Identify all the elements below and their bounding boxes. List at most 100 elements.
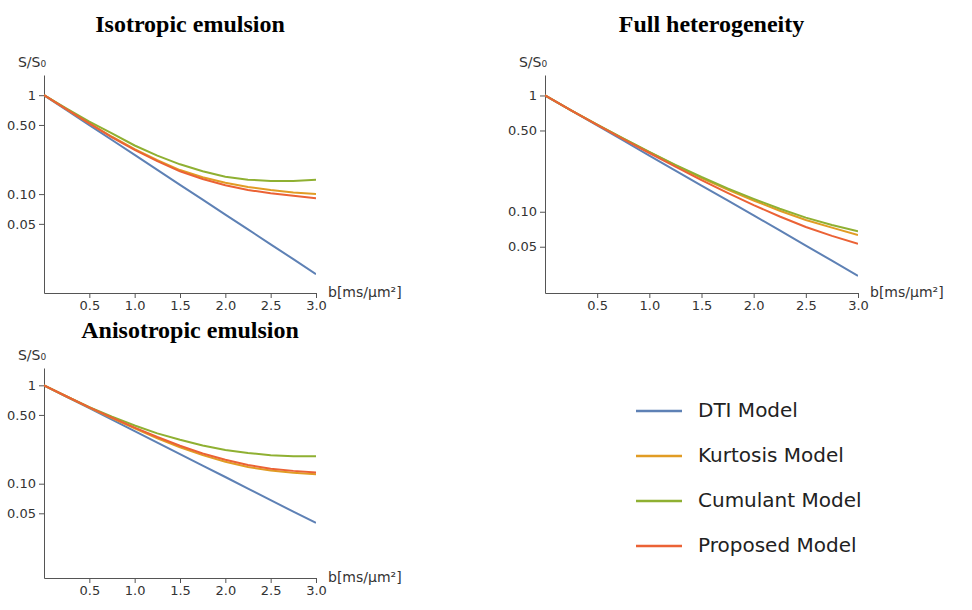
series-line [44, 95, 316, 181]
x-tick: 2.0 [744, 293, 765, 313]
y-axis-line [545, 76, 546, 294]
plot-area [545, 95, 858, 276]
x-tick-label: 1.5 [170, 583, 191, 598]
x-axis: 0.5 1.0 1.5 2.0 2.5 3.0 [45, 578, 327, 598]
legend-item: Proposed Model [636, 533, 857, 557]
y-tick-label: 0.10 [7, 476, 36, 491]
y-tick-mark [540, 212, 545, 213]
y-tick-label: 1 [28, 378, 36, 393]
y-tick-label: 1 [28, 88, 36, 103]
legend-item: Cumulant Model [636, 488, 862, 512]
x-tick: 2.5 [261, 578, 282, 598]
y-tick-mark [39, 224, 44, 225]
x-tick-label: 2.5 [261, 583, 282, 598]
panel: Anisotropic emulsion0.51.01.52.02.53.00.… [7, 317, 402, 598]
x-tick: 0.5 [79, 293, 100, 313]
y-tick: 0.50 [7, 118, 44, 133]
y-tick-mark [540, 130, 545, 131]
legend-swatch [636, 545, 682, 548]
series-line [545, 95, 858, 235]
y-tick: 0.05 [508, 239, 545, 254]
y-axis-title: S/S₀ [18, 54, 46, 70]
plot-area [44, 95, 316, 274]
y-tick-label: 0.10 [7, 187, 36, 202]
x-tick-label: 1.0 [125, 583, 146, 598]
y-axis: 0.05 0.10 0.50 1 [508, 76, 545, 294]
y-tick-mark [39, 484, 44, 485]
y-axis: 0.05 0.10 0.50 1 [7, 369, 44, 579]
y-tick: 0.10 [508, 204, 545, 219]
y-tick-mark [39, 385, 44, 386]
x-tick-label: 1.5 [170, 298, 191, 313]
x-tick-label: 3.0 [306, 298, 327, 313]
x-tick: 2.0 [215, 293, 236, 313]
legend-label: Proposed Model [698, 533, 857, 557]
plot-area [44, 385, 316, 523]
x-tick-label: 2.0 [744, 298, 765, 313]
series-line [44, 95, 316, 198]
series-line [545, 95, 858, 276]
series-line [44, 95, 316, 194]
y-tick: 1 [28, 88, 44, 103]
x-tick: 1.5 [170, 293, 191, 313]
figure: Isotropic emulsion 0.5 1.0 1.5 2.0 2.5 3.0 0.05… [0, 0, 972, 610]
x-tick-label: 1.5 [692, 298, 713, 313]
x-tick: 2.5 [796, 293, 817, 313]
y-axis-title: S/S₀ [18, 347, 46, 363]
y-tick-mark [39, 125, 44, 126]
x-axis: 0.5 1.0 1.5 2.0 2.5 3.0 [45, 293, 327, 313]
legend-label: DTI Model [698, 398, 798, 422]
y-tick-mark [540, 95, 545, 96]
x-tick: 1.0 [125, 578, 146, 598]
x-tick-label: 0.5 [587, 298, 608, 313]
y-tick: 0.50 [7, 408, 44, 423]
y-tick: 1 [529, 88, 545, 103]
y-tick: 0.10 [7, 187, 44, 202]
legend-swatch [636, 455, 682, 458]
y-tick-label: 0.05 [508, 239, 537, 254]
y-axis: 0.05 0.10 0.50 1 [7, 76, 44, 294]
y-tick-mark [39, 95, 44, 96]
y-tick-mark [39, 513, 44, 514]
y-tick: 0.05 [7, 217, 44, 232]
panel-title: Full heterogeneity [619, 11, 805, 37]
y-tick: 0.05 [7, 506, 44, 521]
series-line [44, 385, 316, 523]
x-tick-label: 3.0 [848, 298, 869, 313]
x-tick: 3.0 [306, 293, 327, 313]
series-line [44, 95, 316, 274]
x-tick-label: 0.5 [79, 583, 100, 598]
panel: Full heterogeneity 0.5 1.0 1.5 2.0 2.5 3.0 0.05… [508, 11, 944, 313]
y-tick: 0.50 [508, 123, 545, 138]
x-axis-title: b[ms/μm²] [328, 569, 402, 585]
x-tick: 1.5 [170, 578, 191, 598]
y-tick-mark [39, 194, 44, 195]
y-tick-label: 0.50 [7, 118, 36, 133]
y-tick-label: 0.50 [7, 408, 36, 423]
series-line [545, 95, 858, 231]
x-tick-label: 2.0 [215, 298, 236, 313]
x-tick: 1.0 [639, 293, 660, 313]
y-tick-mark [540, 247, 545, 248]
x-tick-label: 2.5 [796, 298, 817, 313]
x-tick-label: 1.0 [639, 298, 660, 313]
legend-label: Kurtosis Model [698, 443, 844, 467]
x-tick: 2.0 [215, 578, 236, 598]
x-tick-label: 1.0 [125, 298, 146, 313]
x-tick-label: 3.0 [306, 583, 327, 598]
panel: Isotropic emulsion 0.5 1.0 1.5 2.0 2.5 3.0 0.05… [7, 11, 402, 313]
x-tick: 3.0 [306, 578, 327, 598]
x-tick: 1.5 [692, 293, 713, 313]
panel-title: Isotropic emulsion [95, 11, 285, 37]
series-line [44, 385, 316, 474]
legend-item: DTI Model [636, 398, 798, 422]
y-tick-mark [39, 415, 44, 416]
y-axis-line [44, 369, 45, 579]
series-line [545, 95, 858, 243]
x-tick: 2.5 [261, 293, 282, 313]
legend: DTI Model Kurtosis Model Cumulant Model Pro… [636, 398, 862, 557]
x-axis-title: b[ms/μm²] [870, 284, 944, 300]
y-axis-title: S/S₀ [519, 54, 547, 70]
x-axis-title: b[ms/μm²] [328, 284, 402, 300]
panel-title: Anisotropic emulsion [81, 317, 299, 343]
